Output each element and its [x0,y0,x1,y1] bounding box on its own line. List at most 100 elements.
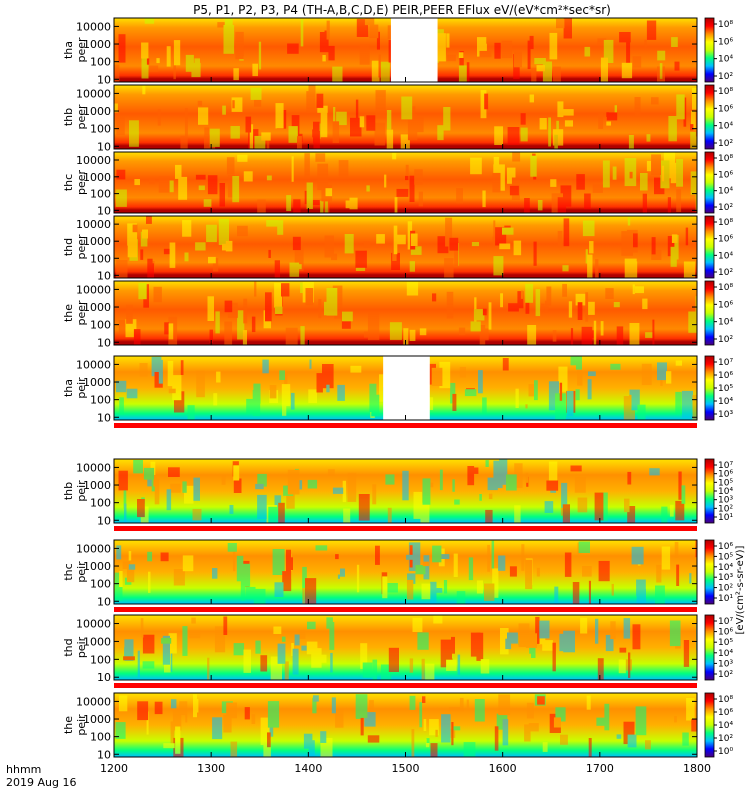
y-tick-label: 10000 [76,695,111,708]
y-tick-label: 1000 [83,635,111,648]
y-tick-label: 10000 [76,461,111,474]
y-tick-label: 10 [97,204,111,217]
colorbar-thd-peer [704,215,715,279]
panel-texture [115,152,697,213]
colorbar-tick-label: 10² [718,139,733,149]
colorbar-tick-label: 10⁶ [718,708,733,718]
y-tick-label: 1000 [83,301,111,314]
x-tick-label: 1700 [586,762,614,775]
colorbar-tick-label: 10⁶ [718,235,733,245]
colorbar-tick-label: 10³ [718,573,733,583]
y-tick-label: 10 [97,595,111,608]
colorbar-tick-label: 10⁴ [718,563,733,573]
flag-strip [114,607,697,612]
y-tick-label: 1000 [83,235,111,248]
colorbar-tick-label: 10⁸ [718,283,733,293]
y-tick-label: 100 [90,56,111,69]
colorbar-the-peer [704,280,715,346]
panel-probe-label: thb [62,482,75,500]
colorbar-tick-label: 10² [718,268,733,278]
flag-strip [114,526,697,531]
y-tick-label: 100 [90,188,111,201]
colorbar-tick-label: 10¹ [718,513,733,523]
colorbar-tha-peir [704,355,715,421]
colorbar-the-peir [704,692,715,758]
y-tick-label: 10 [97,514,111,527]
y-tick-label: 1000 [83,105,111,118]
y-tick-label: 1000 [83,171,111,184]
x-axis: 1200 1300 1400 1500 1600 1700 1800 [100,77,711,775]
colorbar-tick-label: 10⁵ [718,478,733,488]
y-tick-label: 10 [97,748,111,761]
y-tick-label: 10 [97,336,111,349]
colorbar-tha-peer [704,17,715,83]
y-tick-label: 10 [97,73,111,86]
colorbar-tick-label: 10⁴ [718,55,733,65]
panel-texture [116,216,696,278]
y-tick-label: 100 [90,319,111,332]
y-tick-label: 10 [97,269,111,282]
colorbar-tick-label: 10⁷ [718,358,733,368]
colorbar-tick-label: 10⁶ [718,470,733,480]
colorbar-tick-label: 10⁸ [718,695,733,705]
flag-strip [114,423,697,428]
panel-probe-label: thd [62,238,75,256]
y-tick-label: 1000 [83,38,111,51]
colorbar-tick-label: 10⁵ [718,638,733,648]
x-axis-label-date: 2019 Aug 16 [6,776,76,789]
panel-probe-label: thc [62,563,75,580]
y-tick-label: 10000 [76,20,111,33]
colorbar-tick-label: 10² [718,584,733,594]
colorbar-tick-label: 10² [718,203,733,213]
colorbar-tick-label: 10⁴ [718,251,733,261]
panel-heatmap [114,693,697,757]
y-tick-label: 10000 [76,542,111,555]
colorbar-thb-peir [704,458,715,524]
y-tick-label: 100 [90,394,111,407]
y-tick-label: 1000 [83,376,111,389]
y-tick-label: 100 [90,731,111,744]
figure-title: P5, P1, P2, P3, P4 (TH-A,B,C,D,E) PEIR,P… [193,3,611,17]
panel-species-label: peir [75,377,88,399]
colorbar-thb-peer [704,84,715,150]
colorbar-thd-peir [704,614,715,681]
colorbar-tick-label: 10⁷ [718,461,733,471]
y-tick-label: 1000 [83,713,111,726]
colorbar-tick-label: 10² [718,734,733,744]
y-tick-label: 100 [90,123,111,136]
panel-species-label: peer [75,104,88,130]
x-tick-label: 1500 [392,762,420,775]
panel-texture [114,85,697,149]
panel-species-label: peer [75,37,88,63]
panel-texture [118,281,697,345]
y-tick-label: 10000 [76,283,111,296]
data-gap-0 [383,356,430,420]
colorbar-tick-label: 10⁵ [718,384,733,394]
panel-probe-label: thd [62,638,75,656]
panel-probe-label: thb [62,108,75,126]
data-gap-0 [390,18,438,82]
y-tick-label: 100 [90,497,111,510]
colorbar-tick-label: 10⁸ [718,20,733,30]
y-tick-label: 100 [90,578,111,591]
x-tick-label: 1600 [489,762,517,775]
panel-species-label: peer [75,170,88,196]
panel-species-label: peir [75,714,88,736]
y-tick-label: 100 [90,252,111,265]
y-tick-label: 1000 [83,560,111,573]
x-tick-label: 1800 [683,762,711,775]
flag-strip [114,683,697,688]
panel-probe-label: the [62,304,75,322]
colorbar-thc-peer [704,151,715,214]
panel-texture [114,540,697,604]
y-tick-label: 10000 [76,618,111,631]
